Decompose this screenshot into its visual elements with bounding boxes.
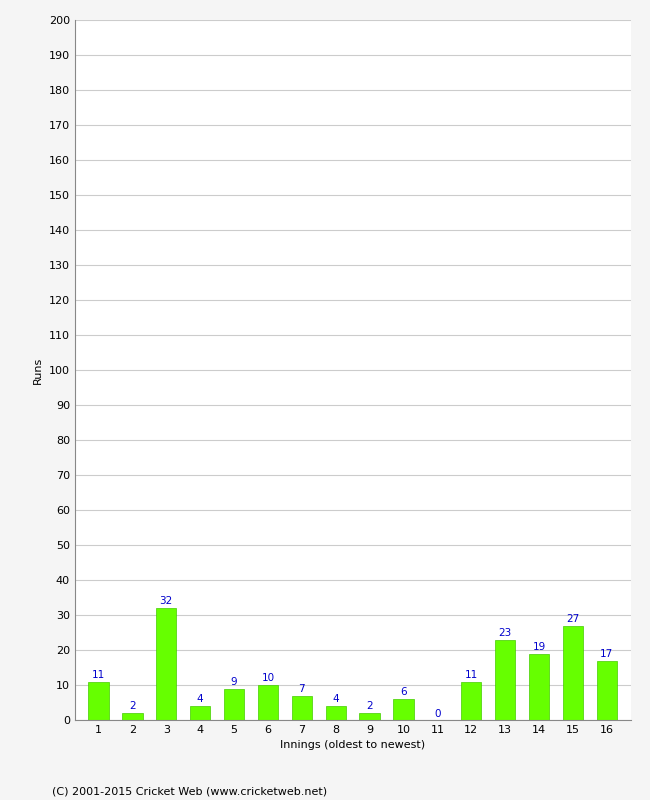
- X-axis label: Innings (oldest to newest): Innings (oldest to newest): [280, 741, 425, 750]
- Bar: [529, 654, 549, 720]
- Bar: [156, 608, 176, 720]
- Text: 11: 11: [465, 670, 478, 680]
- Text: 27: 27: [566, 614, 580, 624]
- Text: 11: 11: [92, 670, 105, 680]
- Text: 2: 2: [366, 702, 373, 711]
- Text: (C) 2001-2015 Cricket Web (www.cricketweb.net): (C) 2001-2015 Cricket Web (www.cricketwe…: [52, 786, 327, 796]
- Bar: [122, 713, 142, 720]
- Text: 4: 4: [332, 694, 339, 704]
- Bar: [258, 685, 278, 720]
- Text: 32: 32: [160, 596, 173, 606]
- Text: 23: 23: [499, 628, 512, 638]
- Text: 0: 0: [434, 709, 441, 718]
- Bar: [190, 706, 211, 720]
- Bar: [292, 695, 312, 720]
- Text: 9: 9: [231, 677, 237, 686]
- Text: 17: 17: [600, 649, 614, 658]
- Bar: [326, 706, 346, 720]
- Bar: [563, 626, 583, 720]
- Bar: [495, 639, 515, 720]
- Bar: [393, 699, 413, 720]
- Text: 6: 6: [400, 687, 407, 698]
- Bar: [597, 661, 617, 720]
- Bar: [359, 713, 380, 720]
- Text: 10: 10: [261, 674, 274, 683]
- Bar: [224, 689, 244, 720]
- Text: 19: 19: [532, 642, 545, 652]
- Bar: [88, 682, 109, 720]
- Text: 7: 7: [298, 684, 305, 694]
- Y-axis label: Runs: Runs: [33, 356, 43, 384]
- Text: 4: 4: [197, 694, 203, 704]
- Text: 2: 2: [129, 702, 136, 711]
- Bar: [461, 682, 482, 720]
